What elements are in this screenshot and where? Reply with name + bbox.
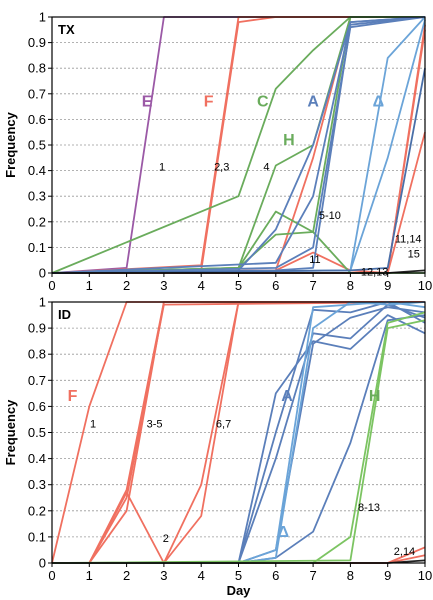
- y-tick-label: 0.9: [28, 321, 46, 336]
- group-letter-label: C: [257, 94, 269, 111]
- series-line-13: [51, 16, 426, 274]
- group-number-label: 1: [90, 418, 96, 430]
- x-tick-label: 1: [86, 278, 93, 293]
- group-number-label: 2,3: [214, 162, 229, 174]
- y-tick-label: 0.6: [28, 112, 46, 127]
- y-tick-label: 0.1: [28, 529, 46, 544]
- group-letter-label: Δ: [373, 94, 385, 111]
- y-tick-label: 0.8: [28, 61, 46, 76]
- y-tick-label: 0.9: [28, 35, 46, 50]
- y-tick-label: 0.7: [28, 373, 46, 388]
- y-tick-label: 1: [39, 10, 46, 25]
- group-number-label: 12,13: [361, 267, 389, 279]
- series-line-12: [51, 16, 426, 274]
- panel-label: ID: [58, 307, 71, 322]
- y-tick-label: 0.3: [28, 477, 46, 492]
- group-number-label: 6,7: [216, 418, 231, 430]
- x-tick-label: 5: [235, 568, 242, 583]
- y-tick-label: 1: [39, 295, 46, 310]
- group-letter-label: A: [281, 388, 293, 405]
- x-tick-label: 3: [160, 568, 167, 583]
- group-number-label: 2,14: [394, 546, 415, 558]
- group-letter-label: F: [204, 94, 214, 111]
- x-tick-label: 2: [123, 568, 130, 583]
- y-axis-label: Frequency: [3, 111, 18, 178]
- x-tick-label: 7: [309, 278, 316, 293]
- y-tick-label: 0.4: [28, 163, 46, 178]
- x-tick-label: 4: [198, 568, 205, 583]
- group-letter-label: A: [307, 94, 319, 111]
- group-number-label: 11,14: [395, 233, 422, 245]
- x-tick-label: 3: [160, 278, 167, 293]
- series-line-16: [51, 319, 426, 564]
- group-letter-label: Δ: [278, 524, 290, 541]
- x-tick-label: 1: [86, 568, 93, 583]
- series-line-16: [51, 19, 426, 274]
- panel-tx: 0 1 2 3 4 5 6 7 8 9 10 0 0.1 0.2 0.3 0.4 0.5 0.6 0.7 0.8 0.9…: [3, 10, 432, 294]
- y-tick-label: 0.1: [28, 240, 46, 255]
- x-tick-label: 0: [48, 278, 55, 293]
- x-tick-label: 2: [123, 278, 130, 293]
- y-tick-label: 0.2: [28, 214, 46, 229]
- panel-label: TX: [58, 22, 75, 37]
- x-tick-label: 5: [235, 278, 242, 293]
- group-number-label: 5-10: [319, 210, 341, 222]
- y-axis-label: Frequency: [3, 399, 18, 466]
- group-number-label: 1: [159, 162, 165, 174]
- x-tick-label: 10: [418, 568, 432, 583]
- y-tick-label: 0.6: [28, 399, 46, 414]
- series-line-17: [51, 68, 426, 274]
- panel-id: 0 1 2 3 4 5 6 7 8 9 10 0 0.1 0.2 0.3 0.4 0.5 0.6 0.7 0.8 0.9…: [3, 295, 432, 599]
- x-tick-label: 8: [347, 278, 354, 293]
- y-tick-label: 0.3: [28, 189, 46, 204]
- group-number-label: 2: [163, 533, 169, 545]
- x-tick-label: 4: [198, 278, 205, 293]
- x-tick-label: 10: [418, 278, 432, 293]
- y-tick-label: 0.7: [28, 86, 46, 101]
- x-tick-label: 9: [384, 278, 391, 293]
- x-tick-label: 6: [272, 278, 279, 293]
- y-tick-label: 0.5: [28, 425, 46, 440]
- group-letter-label: F: [68, 388, 78, 405]
- x-tick-label: 6: [272, 568, 279, 583]
- group-number-label: 3-5: [147, 418, 163, 430]
- x-tick-label: 8: [347, 568, 354, 583]
- series-line-5: [52, 29, 426, 274]
- x-axis-label: Day: [227, 583, 252, 598]
- y-tick-label: 0: [39, 556, 46, 571]
- x-tick-label: 9: [384, 568, 391, 583]
- y-tick-label: 0.8: [28, 347, 46, 362]
- y-tick-label: 0.5: [28, 138, 46, 153]
- x-tick-label: 0: [48, 568, 55, 583]
- series-line-4: [51, 24, 426, 274]
- y-tick-label: 0.2: [28, 503, 46, 518]
- group-number-label: 15: [408, 249, 420, 261]
- y-tick-label: 0: [39, 266, 46, 281]
- y-tick-label: 0.4: [28, 451, 46, 466]
- group-number-label: 8-13: [358, 502, 380, 514]
- x-tick-label: 7: [309, 568, 316, 583]
- group-number-label: 11: [309, 254, 320, 266]
- group-number-label: 4: [263, 162, 269, 174]
- group-letter-label: H: [369, 388, 381, 405]
- group-letter-label: H: [283, 132, 295, 149]
- series-line-6: [52, 131, 426, 274]
- group-letter-label: E: [142, 94, 153, 111]
